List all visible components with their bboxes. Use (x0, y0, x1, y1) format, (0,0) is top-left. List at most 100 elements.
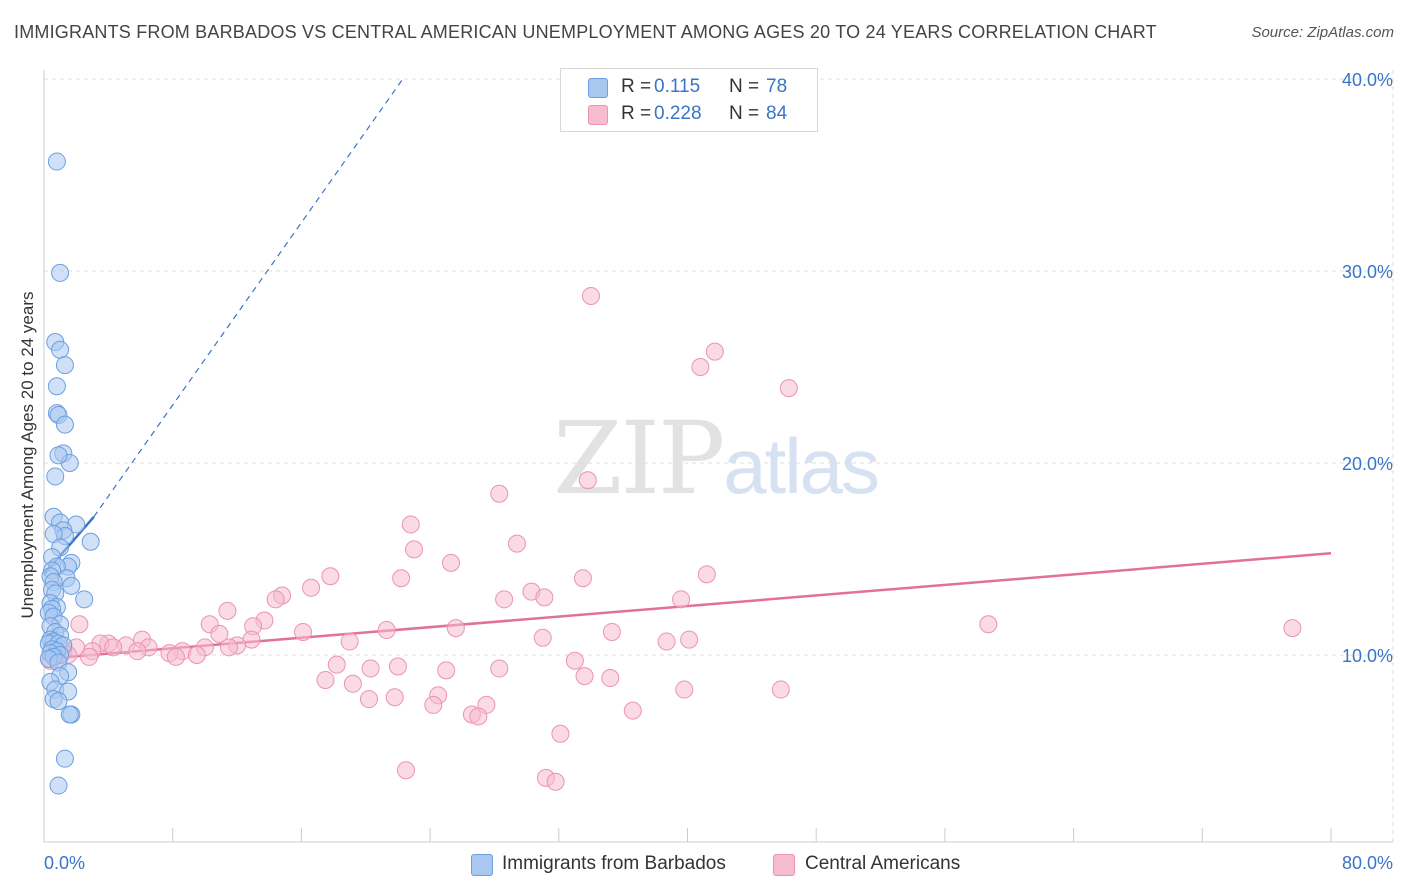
y-tick-label: 20.0% (1342, 454, 1393, 474)
point-central-americans (546, 772, 565, 791)
point-central-americans (680, 630, 699, 649)
legend-r-label: R = (621, 76, 652, 97)
x-tick-label-min: 0.0% (44, 853, 85, 873)
point-central-americans (405, 540, 424, 559)
point-central-americans (573, 569, 592, 588)
series-immigrants-from-barbados (39, 152, 100, 795)
legend-r-label: R = (621, 103, 652, 124)
point-central-americans (388, 657, 407, 676)
point-central-americans (469, 707, 488, 726)
point-central-americans (424, 695, 443, 714)
point-central-americans (495, 590, 514, 609)
point-central-americans (294, 622, 313, 641)
point-immigrants-from-barbados (75, 590, 94, 609)
point-immigrants-from-barbados (46, 467, 65, 486)
point-immigrants-from-barbados (47, 152, 66, 171)
legend-label-barbados: Immigrants from Barbados (502, 853, 726, 874)
series-legend: Immigrants from Barbados Central America… (0, 852, 1406, 878)
point-central-americans (602, 622, 621, 641)
point-central-americans (377, 621, 396, 640)
point-central-americans (396, 761, 415, 780)
point-central-americans (601, 669, 620, 688)
point-immigrants-from-barbados (60, 705, 79, 724)
point-central-americans (697, 565, 716, 584)
point-central-americans (359, 690, 378, 709)
point-central-americans (779, 379, 798, 398)
source-label: Source: ZipAtlas.com (1251, 24, 1394, 41)
legend-r-value: 0.228 (654, 103, 702, 124)
legend-n-value: 84 (766, 103, 788, 124)
point-central-americans (578, 471, 597, 490)
point-central-americans (675, 680, 694, 699)
point-central-americans (128, 642, 147, 661)
legend-n-label: N = (729, 103, 760, 124)
point-central-americans (490, 484, 509, 503)
y-tick-label: 30.0% (1342, 262, 1393, 282)
point-immigrants-from-barbados (62, 576, 81, 595)
chart-title: IMMIGRANTS FROM BARBADOS VS CENTRAL AMER… (14, 22, 1157, 42)
point-central-americans (442, 553, 461, 572)
x-tick-label-max: 80.0% (1342, 853, 1393, 873)
point-central-americans (361, 659, 380, 678)
point-immigrants-from-barbados (49, 446, 68, 465)
y-tick-label: 40.0% (1342, 70, 1393, 90)
gridlines (44, 70, 1394, 842)
point-immigrants-from-barbados (81, 532, 100, 551)
point-central-americans (210, 624, 229, 643)
point-central-americans (316, 670, 335, 689)
point-central-americans (565, 651, 584, 670)
point-central-americans (535, 588, 554, 607)
point-central-americans (302, 578, 321, 597)
legend-n-label: N = (729, 76, 760, 97)
point-immigrants-from-barbados (49, 776, 68, 795)
point-central-americans (771, 680, 790, 699)
point-central-americans (401, 515, 420, 534)
point-central-americans (166, 647, 185, 666)
legend-n-value: 78 (766, 76, 788, 97)
point-central-americans (343, 674, 362, 693)
point-central-americans (437, 661, 456, 680)
point-central-americans (705, 342, 724, 361)
legend-row-central-americans: R = 0.228 N = 84 (561, 101, 817, 127)
point-central-americans (446, 619, 465, 638)
point-central-americans (104, 638, 123, 657)
point-central-americans (672, 590, 691, 609)
watermark: ZIPatlas (553, 400, 880, 517)
point-central-americans (266, 590, 285, 609)
point-central-americans (218, 601, 237, 620)
legend-label-central-americans: Central Americans (805, 853, 961, 874)
point-central-americans (327, 655, 346, 674)
point-immigrants-from-barbados (55, 356, 74, 375)
point-central-americans (385, 688, 404, 707)
point-central-americans (70, 615, 89, 634)
point-central-americans (533, 628, 552, 647)
y-tick-label: 10.0% (1342, 646, 1393, 666)
point-central-americans (392, 569, 411, 588)
point-central-americans (507, 534, 526, 553)
point-central-americans (321, 567, 340, 586)
point-immigrants-from-barbados (49, 692, 68, 711)
point-immigrants-from-barbados (51, 340, 70, 359)
legend-r-value: 0.115 (654, 76, 701, 97)
trend-line-barbados-extrapolated (93, 78, 404, 518)
legend-swatch-barbados (471, 854, 493, 876)
watermark-zip: ZIP (553, 400, 725, 517)
correlation-legend: R = 0.115 N = 78 R = 0.228 N = 84 (560, 68, 818, 132)
legend-swatch-blue (588, 78, 608, 98)
point-central-americans (490, 659, 509, 678)
tick-labels: 10.0% 20.0% 30.0% 40.0% 0.0% 80.0% (44, 70, 1393, 873)
point-central-americans (575, 667, 594, 686)
point-central-americans (340, 632, 359, 651)
point-central-americans (187, 646, 206, 664)
trend-lines (43, 78, 1332, 661)
point-central-americans (80, 647, 99, 666)
series-central-americans (41, 286, 1302, 791)
legend-swatch-pink (588, 105, 608, 125)
point-central-americans (623, 701, 642, 720)
point-central-americans (581, 286, 600, 305)
point-central-americans (657, 632, 676, 651)
point-immigrants-from-barbados (47, 377, 66, 396)
point-central-americans (979, 615, 998, 634)
point-central-americans (691, 358, 710, 376)
